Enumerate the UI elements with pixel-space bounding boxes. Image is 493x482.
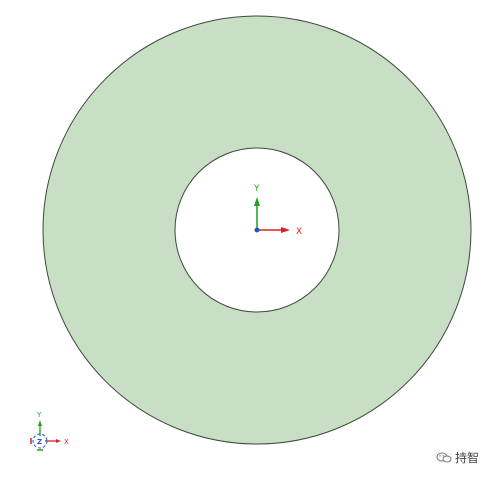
annular-face[interactable]	[42, 15, 472, 445]
view-y-arrowhead	[38, 420, 42, 426]
view-triad[interactable]: Y X Z	[30, 411, 69, 451]
watermark: 持智	[436, 449, 479, 466]
origin-triad: Y X	[253, 184, 302, 237]
x-axis-label: X	[296, 227, 302, 237]
view-z-ring	[32, 433, 48, 449]
x-axis-arrowhead	[281, 227, 290, 233]
view-y-label: Y	[36, 411, 42, 419]
view-x-arrowhead	[56, 439, 61, 443]
origin-point	[254, 227, 260, 233]
watermark-text: 持智	[454, 451, 479, 465]
view-x-label: X	[64, 438, 69, 446]
y-axis-arrowhead	[254, 197, 260, 206]
view-z-label: Z	[37, 438, 42, 446]
wechat-icon	[436, 452, 452, 463]
y-axis-label: Y	[253, 184, 260, 194]
